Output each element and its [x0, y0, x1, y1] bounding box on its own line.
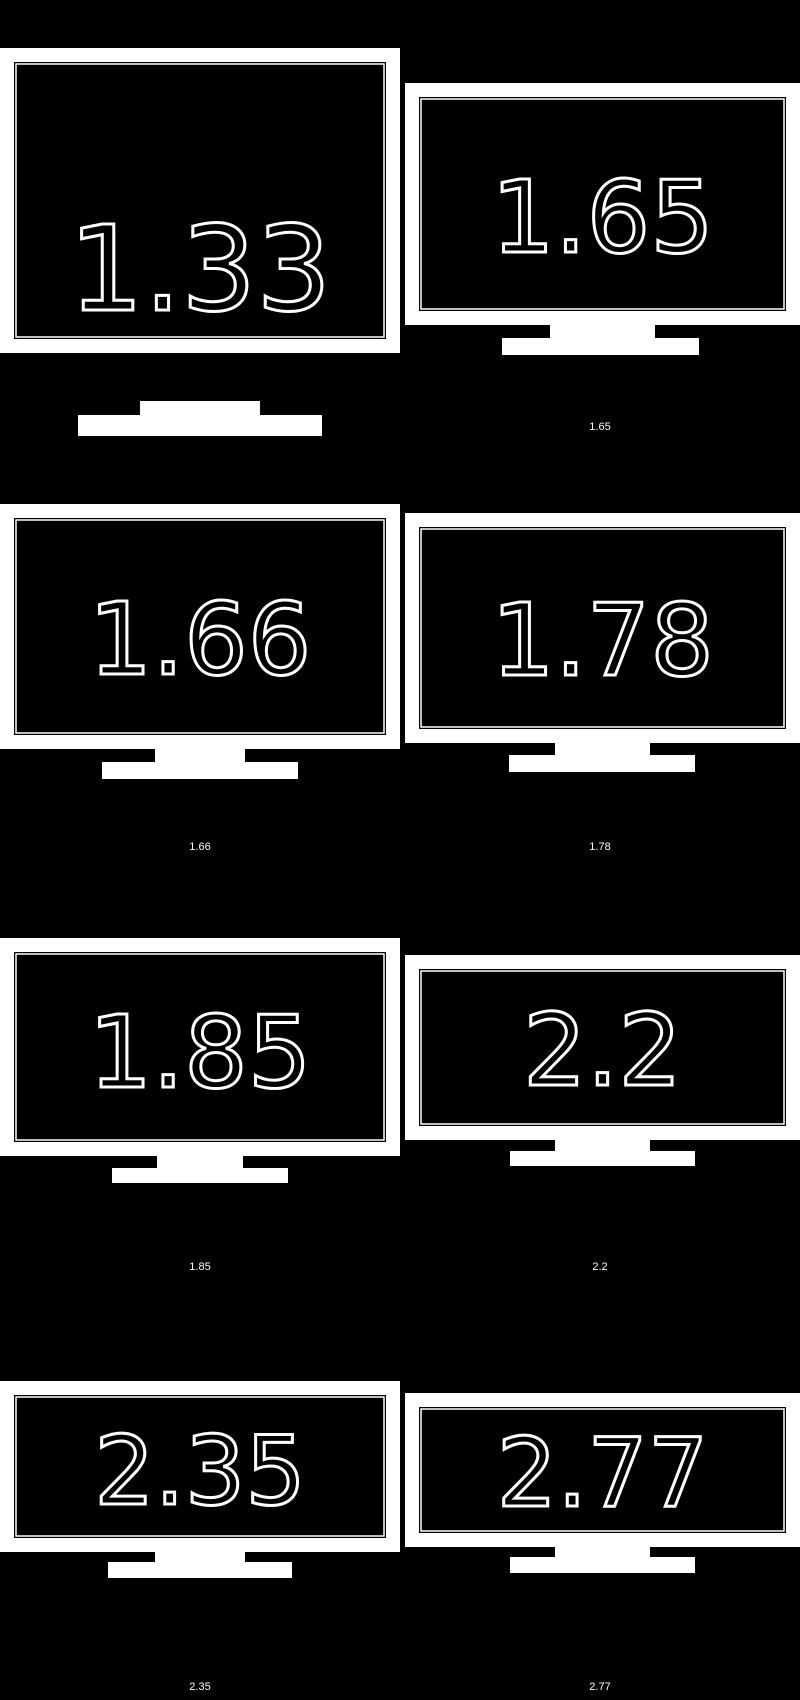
aspect-ratio-caption: 2.2	[592, 1261, 608, 1273]
monitor-stand-neck	[140, 401, 260, 415]
monitor-tile: 1.85	[0, 938, 400, 1183]
aspect-ratio-label: 2.35	[94, 1417, 306, 1527]
monitor-icon: 2.77	[405, 1393, 800, 1573]
monitor-stand-neck	[157, 1156, 243, 1168]
aspect-ratio-caption: 1.85	[189, 1261, 211, 1273]
monitor-stand-neck	[555, 1547, 650, 1557]
monitor-stand-neck	[155, 1552, 245, 1562]
screen-outline	[15, 953, 385, 1141]
monitor-screen	[14, 518, 386, 735]
screen-outline	[420, 98, 785, 310]
monitor-screen	[419, 969, 786, 1126]
monitor-screen	[14, 62, 386, 339]
monitor-stand-base	[108, 1562, 292, 1578]
monitor-tile: 1.66	[0, 504, 400, 779]
screen-outline	[15, 63, 385, 338]
monitor-stand-base	[78, 415, 322, 436]
aspect-ratio-label: 1.66	[89, 581, 312, 698]
aspect-ratio-label: 1.78	[491, 582, 714, 699]
monitor-icon: 1.65	[405, 83, 800, 355]
aspect-ratio-label: 1.85	[89, 994, 312, 1111]
monitor-tile: 1.33	[0, 48, 400, 436]
aspect-ratio-caption: 1.66	[189, 841, 211, 853]
monitor-tile: 2.2	[405, 955, 800, 1166]
monitor-screen	[14, 1395, 386, 1538]
monitor-tile: 2.77	[405, 1393, 800, 1573]
screen-outline	[420, 1408, 785, 1532]
monitor-icon: 1.66	[0, 504, 400, 779]
aspect-ratio-label: 1.65	[491, 159, 714, 276]
monitor-icon: 1.33	[0, 48, 400, 436]
aspect-ratio-caption: 1.78	[589, 841, 611, 853]
monitor-stand-neck	[550, 325, 655, 338]
monitor-stand-neck	[555, 743, 650, 755]
monitor-screen	[419, 527, 786, 729]
monitor-screen	[14, 952, 386, 1142]
monitor-icon: 1.78	[405, 513, 800, 772]
aspect-ratio-caption: 1.65	[589, 421, 611, 433]
monitor-stand-base	[510, 1151, 695, 1166]
monitor-stand-neck	[555, 1140, 650, 1151]
monitor-stand-base	[509, 755, 695, 772]
monitor-icon: 1.85	[0, 938, 400, 1183]
screen-outline	[420, 970, 785, 1125]
monitor-stand-base	[112, 1168, 288, 1183]
monitor-stand-base	[502, 338, 699, 355]
monitor-tile: 1.65	[405, 83, 800, 355]
screen-outline	[15, 519, 385, 734]
aspect-ratio-caption: 2.77	[589, 1681, 611, 1693]
monitor-screen	[419, 1407, 786, 1533]
aspect-ratio-label: 2.2	[523, 992, 682, 1109]
monitor-tile: 2.35	[0, 1381, 400, 1578]
aspect-ratio-label: 2.77	[497, 1419, 709, 1529]
aspect-ratio-label: 1.33	[69, 200, 332, 338]
monitor-icon: 2.2	[405, 955, 800, 1166]
monitor-screen	[419, 97, 786, 311]
monitor-stand-neck	[155, 749, 245, 762]
aspect-ratio-caption: 2.35	[189, 1681, 211, 1693]
monitor-icon: 2.35	[0, 1381, 400, 1578]
screen-outline	[420, 528, 785, 728]
screen-outline	[15, 1396, 385, 1537]
monitor-tile: 1.78	[405, 513, 800, 772]
monitor-stand-base	[510, 1557, 695, 1573]
aspect-ratio-caption: 1.33	[189, 421, 211, 433]
monitor-stand-base	[102, 762, 298, 779]
